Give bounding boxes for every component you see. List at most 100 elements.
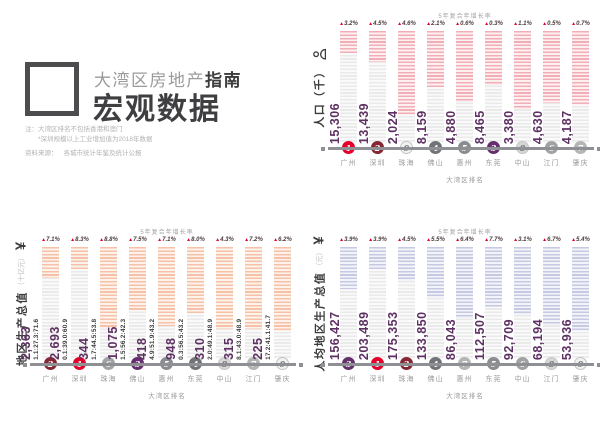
gdp-per-capita-chart: 5年复合年增长率人均地区生产总值（元）¥▲3.9%156,4273广州▲3.9%… (306, 226, 600, 406)
bar (340, 31, 357, 143)
bar (543, 247, 560, 359)
source-text: 各城市统计年鉴及统计公报 (63, 150, 142, 157)
axis-line (321, 146, 600, 151)
up-triangle-icon: ▲ (99, 237, 105, 243)
growth-label: ▲8.8% (91, 237, 126, 243)
value-label: 8,465 (473, 110, 487, 144)
growth-value: 6.7% (547, 237, 561, 243)
growth-value: 2.1% (431, 21, 445, 27)
y-axis-unit-label: （十亿元） (18, 254, 25, 290)
bar-column: ▲3.9%203,4891深圳 (357, 226, 395, 406)
bar-fill (398, 247, 415, 281)
growth-label: ▲8.0% (178, 237, 213, 243)
growth-value: 3.1% (518, 237, 532, 243)
value-label: 4,880 (444, 110, 458, 144)
value-text: 418 (134, 337, 149, 360)
city-label: 深圳 (71, 376, 88, 383)
bar-column: ▲7.7%112,5075东莞 (473, 226, 511, 406)
value-label: 1,075 1.5:56.2:42.3 (106, 319, 128, 360)
value-text: 315 (221, 337, 236, 360)
growth-label: ▲4.3% (207, 237, 242, 243)
value-label: 13,439 (356, 102, 371, 144)
composition-label: 8.1:43.0:48.9 (235, 318, 243, 360)
growth-value: 3.9% (373, 237, 387, 243)
growth-label: ▲7.7% (476, 237, 511, 243)
value-text: 92,709 (501, 318, 516, 360)
value-text: 8,159 (414, 110, 429, 144)
city-label: 广州 (340, 376, 357, 383)
subtitle-light: 大湾区房地产 (94, 71, 205, 90)
growth-label: ▲4.6% (389, 21, 424, 27)
up-triangle-icon: ▲ (339, 237, 345, 243)
growth-label: ▲4.5% (389, 237, 424, 243)
value-text: 112,507 (472, 312, 487, 360)
city-label: 东莞 (485, 160, 502, 167)
bar (543, 31, 560, 143)
y-axis-label-text: 人口（千） (314, 65, 326, 128)
composition-label: 2.0:49.1:48.9 (206, 318, 214, 360)
up-triangle-icon: ▲ (426, 237, 432, 243)
bar-fill (187, 247, 204, 313)
bar-fill (340, 31, 357, 53)
note-label: 注： (25, 126, 38, 133)
growth-label: ▲7.1% (149, 237, 184, 243)
value-label: 112,507 (472, 312, 487, 360)
bar-column: ▲0.3%8,4653东莞 (473, 10, 511, 190)
growth-label: ▲3.9% (360, 237, 395, 243)
bar-fill (427, 31, 444, 87)
value-text: 310 (192, 337, 207, 360)
value-text: 225 (250, 337, 265, 360)
growth-label: ▲0.5% (534, 21, 569, 27)
growth-value: 1.1% (518, 21, 532, 27)
bar (42, 247, 59, 359)
bar-column: ▲5.5%133,8504佛山 (415, 226, 450, 406)
logo-square (25, 62, 79, 116)
bar-column: ▲6.7%68,1948江门 (531, 226, 569, 406)
up-triangle-icon: ▲ (128, 237, 134, 243)
data-source: 资料来源： 各城市统计年鉴及统计公报 (25, 147, 142, 157)
chart-title: 5年复合年增长率 (140, 230, 194, 236)
up-triangle-icon: ▲ (542, 21, 548, 27)
bar-column: ▲5.4%53,9369肇庆 (560, 226, 598, 406)
source-label: 资料来源： (25, 150, 58, 157)
value-text: 13,439 (356, 102, 371, 144)
value-label: 4,187 (560, 110, 574, 144)
composition-label: 1.1:27.3:71.6 (32, 318, 40, 360)
city-label: 深圳 (369, 160, 386, 167)
city-label: 肇庆 (572, 160, 589, 167)
growth-label: ▲6.7% (534, 237, 569, 243)
bar-fill (514, 247, 531, 315)
bar-column: ▲4.5%13,4392深圳 (357, 10, 392, 190)
growth-value: 7.1% (46, 237, 60, 243)
growth-value: 7.5% (133, 237, 147, 243)
bar (100, 247, 117, 359)
bar-fill (543, 247, 560, 325)
bar-fill (398, 31, 415, 115)
up-triangle-icon: ▲ (368, 21, 374, 27)
growth-label: ▲3.1% (505, 237, 540, 243)
gdp-chart: 5年复合年增长率 地区生产总值 （十亿元） ¥ ▲7.1% 2,363 1.1:27.3:7… (8, 226, 303, 406)
growth-label: ▲5.4% (563, 237, 598, 243)
bar-fill (100, 247, 117, 328)
bar-column: ▲0.6%4,8805惠州 (444, 10, 479, 190)
x-axis-title: 大湾区排名 (148, 393, 186, 400)
growth-value: 7.2% (249, 237, 263, 243)
bar (572, 31, 589, 143)
city-label: 深圳 (369, 376, 386, 383)
bar-column: ▲2.1%8,1594佛山 (415, 10, 450, 190)
value-label: 2,024 (386, 110, 400, 144)
value-label: 156,427 (328, 311, 342, 360)
value-label: 86,043 (444, 319, 458, 360)
bar (456, 31, 473, 143)
bar (427, 247, 444, 359)
growth-label: ▲0.3% (476, 21, 511, 27)
bar-fill (158, 247, 175, 326)
value-label: 2,363 1.1:27.3:71.6 (19, 318, 41, 360)
city-label: 佛山 (427, 376, 444, 383)
value-text: 133,850 (414, 311, 429, 360)
note-line1: 大湾区排名不包括香港和澳门 (38, 126, 123, 133)
